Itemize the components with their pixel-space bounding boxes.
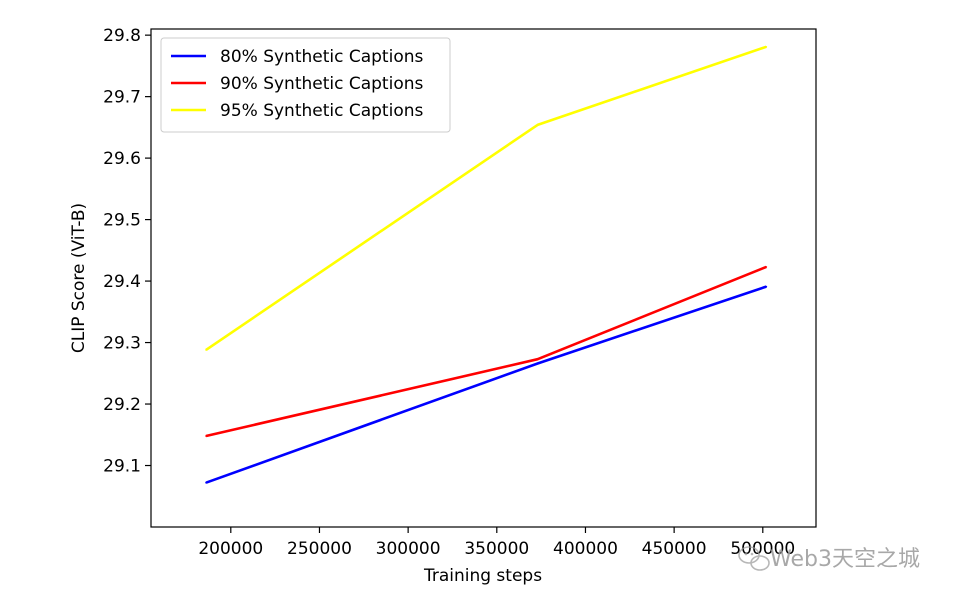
x-tick-label: 400000 bbox=[553, 539, 618, 559]
data-point bbox=[765, 46, 768, 48]
x-axis-label: Training steps bbox=[423, 566, 542, 586]
legend-label: 80% Synthetic Captions bbox=[220, 47, 423, 67]
y-tick-label: 29.1 bbox=[103, 457, 141, 477]
data-point bbox=[536, 358, 539, 360]
x-tick-label: 350000 bbox=[464, 539, 529, 559]
x-axis: 200000 250000 300000 350000 400000 450000 5000… bbox=[198, 527, 795, 559]
data-point bbox=[765, 266, 768, 268]
y-axis: 29.1 29.2 29.3 29.4 29.5 29.6 29.7 29.8 bbox=[103, 26, 151, 477]
legend-item: 95% Synthetic Captions bbox=[171, 101, 423, 121]
wechat-icon bbox=[738, 546, 770, 571]
x-tick-label: 250000 bbox=[287, 539, 352, 559]
data-point bbox=[536, 124, 539, 126]
series-layer bbox=[205, 45, 768, 484]
data-point bbox=[765, 285, 768, 288]
x-tick-label: 200000 bbox=[198, 539, 263, 559]
legend: 80% Synthetic Captions 90% Synthetic Capt… bbox=[160, 37, 451, 133]
y-tick-label: 29.3 bbox=[103, 334, 141, 354]
y-tick-label: 29.4 bbox=[103, 272, 141, 292]
data-point bbox=[205, 481, 207, 484]
x-tick-label: 300000 bbox=[376, 539, 441, 559]
series-1 bbox=[205, 285, 768, 484]
watermark: Web3天空之城 bbox=[738, 546, 920, 572]
legend-box bbox=[160, 37, 451, 133]
y-axis-label: CLIP Score (ViT-B) bbox=[69, 203, 89, 353]
legend-item: 90% Synthetic Captions bbox=[171, 74, 423, 94]
legend-item: 80% Synthetic Captions bbox=[171, 47, 423, 67]
data-point bbox=[205, 435, 207, 437]
series-2 bbox=[205, 265, 768, 438]
legend-label: 90% Synthetic Captions bbox=[220, 74, 423, 94]
x-tick-label: 450000 bbox=[642, 539, 707, 559]
y-tick-label: 29.5 bbox=[103, 211, 141, 231]
legend-label: 95% Synthetic Captions bbox=[220, 101, 423, 121]
y-tick-label: 29.8 bbox=[103, 26, 141, 46]
data-point bbox=[536, 362, 539, 365]
series-3 bbox=[205, 45, 768, 351]
data-point bbox=[205, 349, 207, 351]
y-tick-label: 29.2 bbox=[103, 395, 141, 415]
y-tick-label: 29.7 bbox=[103, 88, 141, 108]
plot-frame bbox=[150, 28, 817, 528]
watermark-text: Web3天空之城 bbox=[770, 547, 920, 572]
y-tick-label: 29.6 bbox=[103, 149, 141, 169]
